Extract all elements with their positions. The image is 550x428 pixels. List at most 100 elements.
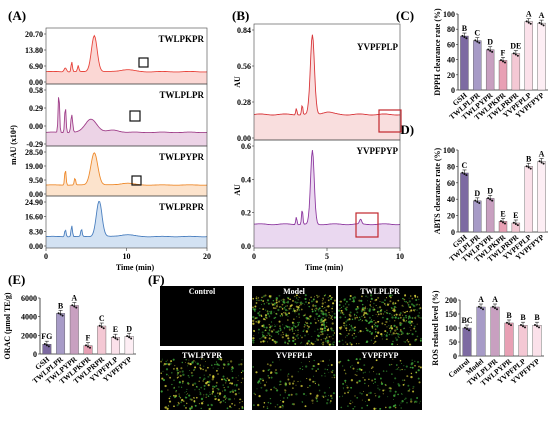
fluorescence-speck	[251, 339, 255, 342]
fluorescence-speck	[321, 333, 324, 336]
fluorescence-speck	[272, 307, 275, 309]
fluorescence-speck	[388, 333, 391, 336]
fluorescence-speck	[279, 306, 281, 308]
fluorescence-speck	[274, 406, 277, 408]
fluorescence-speck	[279, 380, 282, 383]
fluorescence-speck	[272, 299, 275, 302]
fluorescence-speck	[216, 363, 219, 366]
fluorescence-speck	[393, 309, 396, 313]
fluorescence-speck	[267, 374, 270, 377]
fluorescence-speck	[354, 406, 356, 408]
fluorescence-speck	[279, 394, 282, 396]
fluorescence-speck	[332, 392, 335, 395]
fluorescence-speck	[328, 314, 330, 316]
fluorescence-speck	[381, 381, 383, 383]
fluorescence-speck	[266, 381, 268, 383]
fluorescence-speck	[352, 296, 355, 300]
fluorescence-speck	[355, 297, 357, 299]
fluorescence-speck	[409, 316, 411, 319]
fluorescence-speck	[274, 325, 277, 328]
fluorescence-speck	[215, 384, 218, 387]
fluorescence-speck	[189, 369, 191, 372]
fluorescence-speck	[288, 382, 291, 385]
fluorescence-speck	[325, 402, 329, 405]
fluorescence-speck	[406, 401, 408, 404]
fluorescence-speck	[340, 406, 343, 409]
fluorescence-speck	[413, 310, 415, 312]
fluorescence-speck	[372, 314, 374, 317]
fluorescence-speck	[203, 374, 205, 376]
fluorescence-speck	[411, 317, 414, 319]
panel-f: Control Model TWLPLPR TWLPYPR YVPFPLP YVPFPYP…	[160, 286, 544, 411]
fluorescence-speck	[203, 394, 205, 396]
fluorescence-speck	[370, 339, 373, 342]
fluorescence-speck	[231, 370, 234, 372]
fluorescence-speck	[203, 358, 205, 360]
fluorescence-speck	[400, 402, 402, 404]
fluorescence-speck	[314, 317, 316, 319]
fluorescence-speck	[297, 334, 299, 336]
fluorescence-speck	[302, 330, 304, 332]
fluorescence-speck	[263, 406, 265, 408]
fluorescence-speck	[418, 298, 420, 301]
fluorescence-speck	[231, 402, 233, 405]
fluorescence-speck	[167, 405, 170, 407]
fluorescence-speck	[326, 322, 328, 324]
fluorescence-speck	[285, 313, 289, 316]
bar-twlprpr	[511, 53, 521, 91]
fluorescence-speck	[394, 329, 397, 332]
fluorescence-speck	[374, 321, 377, 324]
significance-letter: C	[99, 314, 105, 323]
fluorescence-speck	[321, 374, 323, 377]
ytick-label: 0.00	[29, 78, 43, 87]
ytick-label: 0.29	[29, 104, 43, 113]
fluorescence-speck	[369, 301, 372, 303]
fluorescence-speck	[255, 302, 258, 304]
fluorescence-speck	[269, 334, 271, 337]
fluorescence-speck	[222, 375, 225, 378]
ytick-label: 0	[451, 86, 455, 95]
fluorescence-speck	[385, 338, 387, 340]
fluorescence-speck	[282, 324, 284, 326]
fluorescence-speck	[195, 396, 198, 399]
fluorescence-speck	[388, 325, 390, 327]
bar-yvpfpyp	[124, 336, 134, 355]
fluorescence-speck	[403, 379, 406, 381]
fluorescence-speck	[413, 309, 415, 311]
fluorescence-speck	[414, 339, 417, 342]
replicate-dot	[527, 21, 530, 24]
fluorescence-speck	[238, 408, 240, 410]
fluorescence-speck	[257, 403, 260, 407]
fluorescence-speck	[345, 300, 348, 303]
fluorescence-speck	[371, 366, 374, 368]
fluorescence-speck	[177, 401, 179, 403]
fluorescence-speck	[240, 398, 242, 400]
fluorescence-speck	[276, 304, 278, 305]
fluorescence-speck	[414, 400, 417, 403]
replicate-dot	[514, 222, 517, 225]
fluorescence-speck	[338, 326, 341, 329]
fluorescence-speck	[298, 321, 300, 324]
fluorescence-speck	[269, 364, 272, 367]
replicate-dot	[514, 53, 517, 56]
fluorescence-speck	[316, 400, 319, 403]
fluorescence-speck	[367, 398, 371, 402]
fluorescence-speck	[185, 358, 187, 361]
fluorescence-speck	[161, 377, 164, 380]
fluorescence-speck	[346, 306, 348, 308]
replicate-dot	[43, 343, 46, 345]
fluorescence-speck	[391, 316, 394, 319]
fluorescence-speck	[324, 372, 326, 375]
fluorescence-speck	[368, 385, 370, 387]
fluorescence-speck	[409, 295, 412, 297]
ytick-label: 0.00	[29, 190, 43, 199]
fluorescence-speck	[283, 397, 285, 399]
fluorescence-speck	[351, 327, 353, 329]
fluorescence-speck	[281, 336, 284, 339]
fluorescence-speck	[338, 304, 341, 306]
fluorescence-speck	[176, 404, 179, 407]
fluorescence-speck	[231, 376, 234, 379]
fluorescence-speck	[406, 339, 408, 341]
fluorescence-speck	[352, 367, 355, 370]
fluorescence-speck	[287, 376, 289, 378]
